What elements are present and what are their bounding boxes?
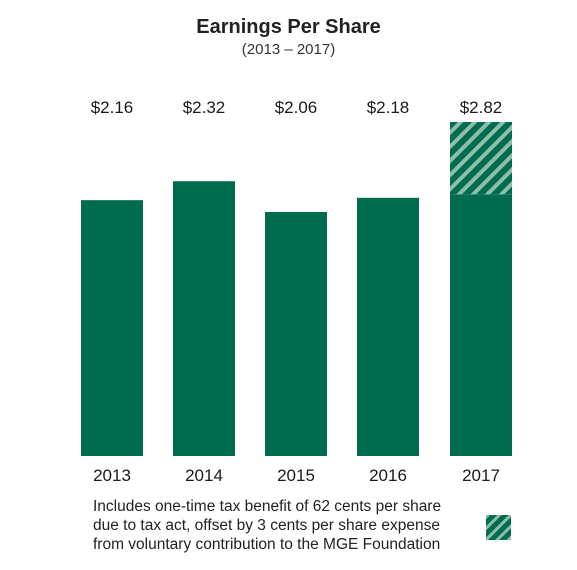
footnote-line: from voluntary contribution to the MGE F… [93,536,441,553]
bar-2017 [450,194,512,456]
legend-swatch-rect [486,515,511,540]
footnote-line: Includes one-time tax benefit of 62 cent… [93,498,442,515]
value-label-2014: $2.32 [183,98,226,117]
chart-subtitle: (2013 – 2017) [241,41,336,58]
bar-2013 [81,200,143,456]
value-labels-group: $2.16 $2.32 $2.06 $2.18 $2.82 [91,98,503,117]
footnote-line: due to tax act, offset by 3 cents per sh… [93,517,440,534]
chart-title: Earnings Per Share [196,16,381,38]
bar-2016 [357,197,419,456]
bar-2015 [265,212,327,456]
category-label-2017: 2017 [462,466,500,485]
hatch-legend-swatch [486,515,511,540]
value-label-2016: $2.18 [367,98,410,117]
category-label-2013: 2013 [93,466,131,485]
bars-group [81,122,512,457]
category-label-2016: 2016 [369,466,407,485]
value-label-2013: $2.16 [91,98,134,117]
bar-2014 [173,181,235,457]
value-label-2015: $2.06 [275,98,318,117]
category-labels-group: 2013 2014 2015 2016 2017 [93,466,500,485]
bar-2017-hatched-segment [450,122,512,195]
category-label-2014: 2014 [185,466,223,485]
value-label-2017: $2.82 [460,98,503,117]
category-label-2015: 2015 [277,466,315,485]
footnote: Includes one-time tax benefit of 62 cent… [93,497,483,554]
